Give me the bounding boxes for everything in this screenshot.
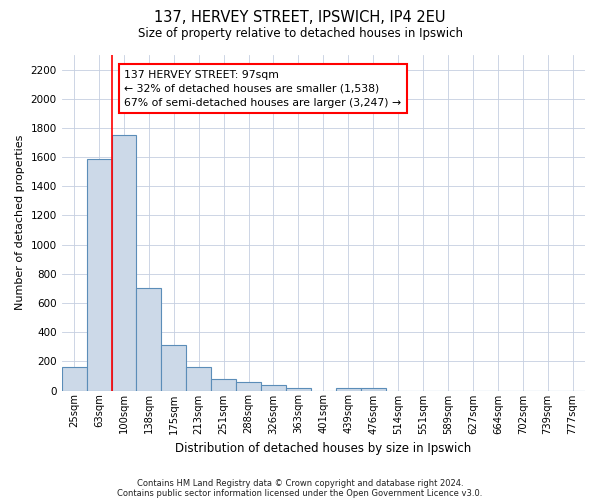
Text: 137, HERVEY STREET, IPSWICH, IP4 2EU: 137, HERVEY STREET, IPSWICH, IP4 2EU [154, 10, 446, 25]
Bar [112, 135, 136, 390]
Bar [361, 388, 386, 390]
Bar [211, 379, 236, 390]
Text: Size of property relative to detached houses in Ipswich: Size of property relative to detached ho… [137, 28, 463, 40]
Bar [186, 367, 211, 390]
Bar [62, 367, 86, 390]
Bar [136, 288, 161, 390]
Bar [86, 158, 112, 390]
Bar [261, 386, 286, 390]
Text: Contains public sector information licensed under the Open Government Licence v3: Contains public sector information licen… [118, 488, 482, 498]
X-axis label: Distribution of detached houses by size in Ipswich: Distribution of detached houses by size … [175, 442, 472, 455]
Y-axis label: Number of detached properties: Number of detached properties [15, 135, 25, 310]
Bar [236, 382, 261, 390]
Bar [161, 344, 186, 391]
Bar [336, 388, 361, 390]
Bar [286, 388, 311, 390]
Text: 137 HERVEY STREET: 97sqm
← 32% of detached houses are smaller (1,538)
67% of sem: 137 HERVEY STREET: 97sqm ← 32% of detach… [124, 70, 401, 108]
Text: Contains HM Land Registry data © Crown copyright and database right 2024.: Contains HM Land Registry data © Crown c… [137, 478, 463, 488]
